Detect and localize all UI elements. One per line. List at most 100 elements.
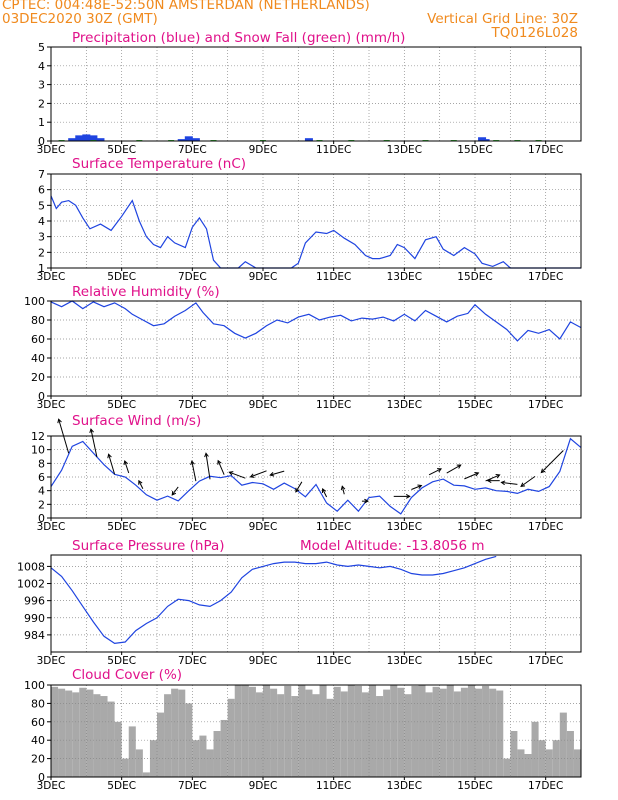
wind-arrow xyxy=(171,486,179,496)
temp-panel: Surface Temperature (nC) 1 2 3 4 5 6 7 3DEC 5DEC 7… xyxy=(37,156,582,283)
cloud-bar xyxy=(361,692,369,777)
wind-arrowhead xyxy=(486,478,492,484)
y-tick-label: 80 xyxy=(31,314,45,327)
x-tick-label: 17DEC xyxy=(528,780,563,792)
cloud-bar xyxy=(241,685,249,777)
x-tick-label: 5DEC xyxy=(107,144,136,156)
x-tick-label: 9DEC xyxy=(249,655,278,667)
cloud-bar xyxy=(573,749,581,777)
grid-note: Vertical Grid Line: 30Z xyxy=(427,11,578,27)
cloud-bar xyxy=(121,758,129,777)
y-tick-label: 10 xyxy=(31,444,45,457)
cloud-bar xyxy=(538,740,546,777)
wind-arrow xyxy=(540,450,564,473)
wind-arrow xyxy=(428,468,442,476)
y-tick-label: 990 xyxy=(24,612,45,625)
rh-panel: Relative Humidity (%) 0 20 40 60 80 100 3DEC 5DE… xyxy=(24,284,582,411)
x-tick-label: 7DEC xyxy=(178,271,207,283)
cloud-bar xyxy=(178,689,186,777)
y-tick-label: 100 xyxy=(24,679,45,692)
wind-arrowhead xyxy=(190,460,195,466)
x-tick-label: 13DEC xyxy=(387,144,422,156)
cloud-bar xyxy=(93,694,101,777)
wind-arrow xyxy=(108,454,116,475)
y-tick-label: 0 xyxy=(38,771,45,784)
x-tick-label: 15DEC xyxy=(457,399,492,411)
y-tick-label: 40 xyxy=(31,352,45,365)
y-tick-label: 60 xyxy=(31,333,45,346)
y-tick-label: 40 xyxy=(31,734,45,747)
x-tick-label: 13DEC xyxy=(387,271,422,283)
x-tick-label: 3DEC xyxy=(37,271,66,283)
temp-line xyxy=(50,195,581,269)
cloud-bar xyxy=(326,698,334,777)
cloud-bar xyxy=(439,688,447,777)
x-tick-label: 7DEC xyxy=(178,144,207,156)
temp-title: Surface Temperature (nC) xyxy=(72,156,246,172)
precip-bar xyxy=(82,134,91,141)
x-tick-label: 15DEC xyxy=(457,271,492,283)
cloud-bar xyxy=(340,691,348,777)
temp-frame xyxy=(50,173,582,269)
y-tick-label: 20 xyxy=(31,753,45,766)
x-tick-label: 13DEC xyxy=(387,521,422,533)
wind-arrow xyxy=(90,428,98,458)
wind-arrow xyxy=(138,480,144,489)
x-tick-label: 5DEC xyxy=(107,521,136,533)
x-tick-label: 7DEC xyxy=(178,780,207,792)
cloud-bar xyxy=(425,692,433,777)
wind-arrow xyxy=(501,481,518,485)
cloud-bar xyxy=(270,688,278,777)
wind-arrow xyxy=(250,470,267,478)
cloud-bar xyxy=(383,689,391,777)
cloud-bar xyxy=(432,686,440,777)
x-tick-label: 11DEC xyxy=(316,144,351,156)
cloud-bar xyxy=(220,719,228,777)
cloud-bar xyxy=(347,685,355,777)
wind-arrowhead xyxy=(456,464,462,469)
cloud-bar xyxy=(185,703,193,777)
cloud-bar xyxy=(482,685,490,777)
cloud-bar xyxy=(559,712,567,777)
x-tick-label: 17DEC xyxy=(528,271,563,283)
precip-bar xyxy=(304,138,313,141)
x-tick-label: 3DEC xyxy=(37,655,66,667)
cloud-bar xyxy=(369,685,377,777)
cloud-bar xyxy=(199,735,207,777)
x-tick-label: 9DEC xyxy=(249,144,278,156)
precip-bar xyxy=(191,138,200,141)
cloud-bar xyxy=(545,749,553,777)
cloud-bar xyxy=(157,712,165,777)
x-tick-label: 11DEC xyxy=(316,271,351,283)
cloud-bar xyxy=(531,721,539,777)
wind-arrowhead xyxy=(364,498,369,504)
cloud-bar xyxy=(496,690,504,777)
cloud-bar xyxy=(171,688,179,777)
cloud-bar xyxy=(566,731,574,777)
wind-arrow xyxy=(205,453,211,480)
x-tick-label: 11DEC xyxy=(316,399,351,411)
wind-arrowhead xyxy=(204,452,209,458)
cloud-bar xyxy=(453,691,461,777)
cloud-bar xyxy=(517,749,525,777)
cloud-panel: Cloud Cover (%) 0 20 40 60 80 100 3DEC 5DEC 7DEC 9… xyxy=(24,667,582,792)
cloud-bar xyxy=(114,721,122,777)
y-tick-label: 2 xyxy=(38,97,45,110)
precip-frame xyxy=(50,46,582,142)
precip-bar xyxy=(68,138,77,141)
x-tick-label: 15DEC xyxy=(457,780,492,792)
y-tick-label: 3 xyxy=(38,231,45,244)
precip-bar xyxy=(96,138,105,141)
y-tick-label: 984 xyxy=(24,629,45,642)
pressure-title: Surface Pressure (hPa) xyxy=(72,538,225,554)
cloud-bar xyxy=(298,685,306,777)
precip-bar xyxy=(184,136,193,141)
wind-frame xyxy=(50,435,582,519)
wind-arrowhead xyxy=(500,480,506,486)
wind-arrow xyxy=(411,485,422,490)
cloud-bar xyxy=(79,687,87,777)
cloud-bar xyxy=(446,685,454,777)
precip-bar xyxy=(177,139,186,141)
cloud-bar xyxy=(284,685,292,777)
cloud-bar xyxy=(312,694,320,777)
